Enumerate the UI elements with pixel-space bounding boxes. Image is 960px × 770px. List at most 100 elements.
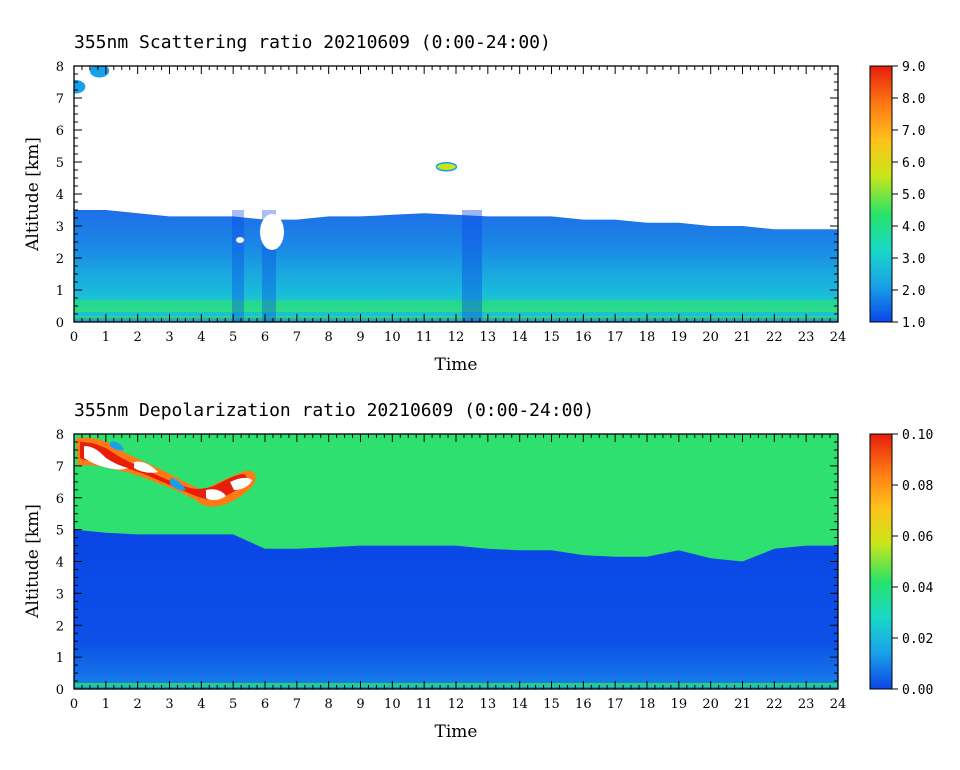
y-tick-label: 3 xyxy=(56,587,64,602)
x-tick-label: 0 xyxy=(70,330,78,345)
x-tick-label: 4 xyxy=(197,330,205,345)
x-tick-label: 3 xyxy=(165,330,173,345)
y-tick-label: 6 xyxy=(56,492,64,507)
colorbar-tick-label: 0.00 xyxy=(902,683,933,698)
colorbar-tick-label: 0.04 xyxy=(902,581,933,596)
x-axis-label: Time xyxy=(435,355,478,375)
x-tick-label: 14 xyxy=(511,697,528,712)
aerosol-layer xyxy=(74,529,838,689)
x-tick-label: 15 xyxy=(543,330,560,345)
x-tick-label: 22 xyxy=(766,330,783,345)
x-tick-label: 23 xyxy=(798,697,815,712)
y-tick-label: 1 xyxy=(56,651,64,666)
y-tick-label: 0 xyxy=(56,316,64,331)
x-tick-label: 12 xyxy=(448,330,465,345)
dark-column xyxy=(462,210,482,322)
x-tick-label: 17 xyxy=(607,330,624,345)
x-tick-label: 21 xyxy=(734,697,751,712)
colorbar-ticks: 1.0 2.0 3.0 4.0 5.0 6.0 7.0 8.0 9.0 xyxy=(892,60,925,331)
colorbar-tick-label: 0.06 xyxy=(902,530,933,545)
x-tick-label: 0 xyxy=(70,697,78,712)
colorbar-tick-label: 1.0 xyxy=(902,316,925,331)
x-tick-label: 5 xyxy=(229,697,237,712)
colorbar xyxy=(869,433,893,690)
x-tick-label: 10 xyxy=(384,330,401,345)
colorbar-tick-label: 2.0 xyxy=(902,284,925,299)
plot-area xyxy=(74,434,838,689)
x-tick-label: 16 xyxy=(575,697,592,712)
x-tick-label: 22 xyxy=(766,697,783,712)
y-tick-label: 4 xyxy=(56,188,64,203)
colorbar-tick-label: 0.08 xyxy=(902,479,933,494)
y-tick-label: 1 xyxy=(56,284,64,299)
colorbar-tick-label: 4.0 xyxy=(902,220,925,235)
colorbar-tick-label: 5.0 xyxy=(902,188,925,203)
y-tick-label: 7 xyxy=(56,92,64,107)
x-tick-label: 7 xyxy=(293,330,301,345)
data-gap xyxy=(236,237,244,243)
x-tick-label: 23 xyxy=(798,330,815,345)
x-tick-label: 24 xyxy=(830,330,847,345)
x-tick-label: 10 xyxy=(384,697,401,712)
x-tick-label: 2 xyxy=(134,330,142,345)
panel-depolarization-ratio: 355nm Depolarization ratio 20210609 (0:0… xyxy=(23,400,933,742)
y-tick-label: 8 xyxy=(56,60,64,75)
x-tick-label: 18 xyxy=(639,330,656,345)
x-tick-label: 5 xyxy=(229,330,237,345)
colorbar-tick-label: 3.0 xyxy=(902,252,925,267)
x-tick-label: 1 xyxy=(102,330,110,345)
colorbar-tick-label: 8.0 xyxy=(902,92,925,107)
feature-cloud xyxy=(89,66,110,78)
colorbar-ticks: 0.00 0.02 0.04 0.06 0.08 0.10 xyxy=(892,428,933,698)
surface-layer xyxy=(74,300,838,312)
x-tick-label: 9 xyxy=(356,697,364,712)
y-axis-label: Altitude [km] xyxy=(23,504,43,619)
dark-column xyxy=(232,210,244,322)
x-tick-label: 9 xyxy=(356,330,364,345)
feature-cloud xyxy=(435,162,458,172)
x-tick-label: 6 xyxy=(261,697,269,712)
x-tick-label: 3 xyxy=(165,697,173,712)
x-tick-label: 4 xyxy=(197,697,205,712)
y-tick-label: 0 xyxy=(56,683,64,698)
x-tick-label: 6 xyxy=(261,330,269,345)
axes: 0 1 2 3 4 5 6 7 8 9 10 11 12 13 14 15 16 17 18 19 20 21 22 23 24… xyxy=(56,428,847,712)
colorbar-tick-label: 9.0 xyxy=(902,60,925,75)
colorbar xyxy=(869,65,893,323)
x-tick-label: 13 xyxy=(480,330,497,345)
panel-scattering-ratio: 355nm Scattering ratio 20210609 (0:00-24… xyxy=(23,32,925,375)
x-tick-label: 15 xyxy=(543,697,560,712)
colorbar-tick-label: 0.10 xyxy=(902,428,933,443)
x-tick-label: 19 xyxy=(671,330,688,345)
y-tick-label: 2 xyxy=(56,619,64,634)
x-tick-label: 11 xyxy=(416,330,433,345)
y-axis-label: Altitude [km] xyxy=(23,137,43,252)
y-tick-label: 5 xyxy=(56,524,64,539)
feature-cloud xyxy=(74,80,86,94)
y-tick-label: 2 xyxy=(56,252,64,267)
colorbar-tick-label: 0.02 xyxy=(902,632,933,647)
colorbar-tick-label: 6.0 xyxy=(902,156,925,171)
x-tick-label: 12 xyxy=(448,697,465,712)
x-tick-label: 19 xyxy=(671,697,688,712)
chart-title: 355nm Depolarization ratio 20210609 (0:0… xyxy=(74,400,594,421)
x-tick-label: 24 xyxy=(830,697,847,712)
x-tick-label: 16 xyxy=(575,330,592,345)
chart-title: 355nm Scattering ratio 20210609 (0:00-24… xyxy=(74,32,551,53)
x-axis-label: Time xyxy=(435,722,478,742)
y-tick-label: 3 xyxy=(56,220,64,235)
x-tick-label: 2 xyxy=(134,697,142,712)
y-tick-label: 4 xyxy=(56,556,64,571)
y-tick-label: 7 xyxy=(56,460,64,475)
x-tick-label: 1 xyxy=(102,697,110,712)
x-tick-label: 8 xyxy=(325,330,333,345)
x-tick-label: 7 xyxy=(293,697,301,712)
x-tick-label: 20 xyxy=(702,330,719,345)
x-tick-label: 17 xyxy=(607,697,624,712)
feature-markers xyxy=(74,66,458,172)
x-tick-label: 13 xyxy=(480,697,497,712)
colorbar-tick-label: 7.0 xyxy=(902,124,925,139)
x-tick-label: 18 xyxy=(639,697,656,712)
y-tick-label: 5 xyxy=(56,156,64,171)
